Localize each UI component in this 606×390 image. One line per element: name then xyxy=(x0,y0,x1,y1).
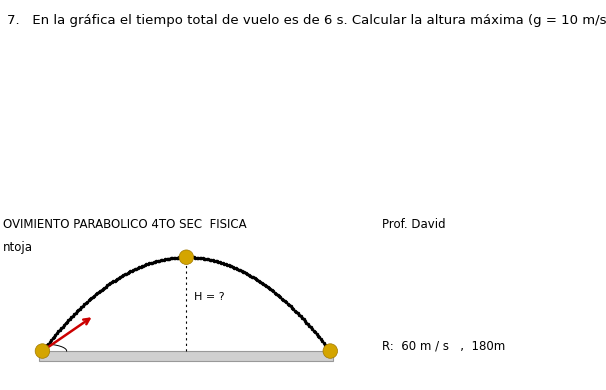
Bar xyxy=(39,351,333,361)
Text: 7.   En la gráfica el tiempo total de vuelo es de 6 s. Calcular la altura máxima: 7. En la gráfica el tiempo total de vuel… xyxy=(7,14,606,27)
Ellipse shape xyxy=(323,344,338,358)
Text: H = ?: H = ? xyxy=(194,292,224,302)
Text: ntoja: ntoja xyxy=(3,241,33,254)
Text: Prof. David: Prof. David xyxy=(382,218,445,231)
Ellipse shape xyxy=(35,344,50,358)
Text: OVIMIENTO PARABOLICO 4TO SEC  FISICA: OVIMIENTO PARABOLICO 4TO SEC FISICA xyxy=(3,218,247,231)
Ellipse shape xyxy=(179,250,194,264)
Text: R:  60 m / s   ,  180m: R: 60 m / s , 180m xyxy=(382,339,505,352)
